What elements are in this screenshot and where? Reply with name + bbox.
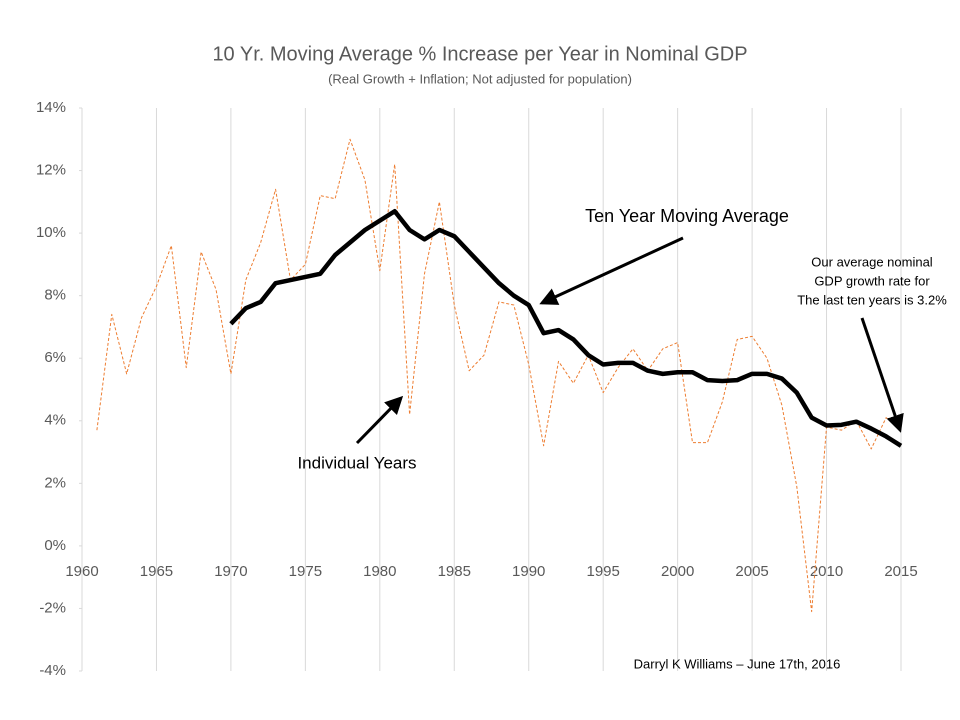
x-tick-label: 1980 [363,563,396,580]
y-tick-label: 12% [36,162,66,179]
y-tick-label: 14% [36,99,66,116]
x-tick-label: 2015 [884,563,917,580]
grid: 1960 1965 1970 1975 1980 1985 1990 1995 2000 2005… [36,99,918,679]
y-tick-label: 10% [36,224,66,241]
annotation: Individual Years [297,453,416,472]
annotation: GDP growth rate for [814,273,930,288]
series-line [96,138,902,613]
annotation: Our average nominal [811,254,933,269]
x-tick-label: 1960 [65,563,98,580]
x-tick-label: 1965 [140,563,173,580]
x-tick-label: 1990 [512,563,545,580]
y-tick-label: -2% [39,599,66,616]
y-tick-label: 6% [44,349,66,366]
x-tick-label: 1975 [289,563,322,580]
x-tick-label: 2010 [810,563,843,580]
series-line [229,208,903,448]
x-tick-label: 1985 [438,563,471,580]
x-tick-label: 1995 [586,563,619,580]
y-tick-label: 0% [44,537,66,554]
plot [96,138,903,613]
y-tick-label: 4% [44,412,66,429]
y-tick-label: 2% [44,474,66,491]
arrow [355,395,404,445]
annotation: The last ten years is 3.2% [797,292,947,307]
chart-subtitle: (Real Growth + Inflation; Not adjusted f… [328,71,632,86]
credit: Darryl K Williams – June 17th, 2016 [634,656,841,671]
y-tick-label: -4% [39,662,66,679]
y-tick-label: 8% [44,287,66,304]
x-tick-label: 2000 [661,563,694,580]
chart-title: 10 Yr. Moving Average % Increase per Yea… [212,43,747,65]
annotation: Ten Year Moving Average [585,206,789,226]
x-tick-label: 1970 [214,563,247,580]
arrow [539,236,684,305]
arrow [860,317,904,433]
x-tick-label: 2005 [735,563,768,580]
